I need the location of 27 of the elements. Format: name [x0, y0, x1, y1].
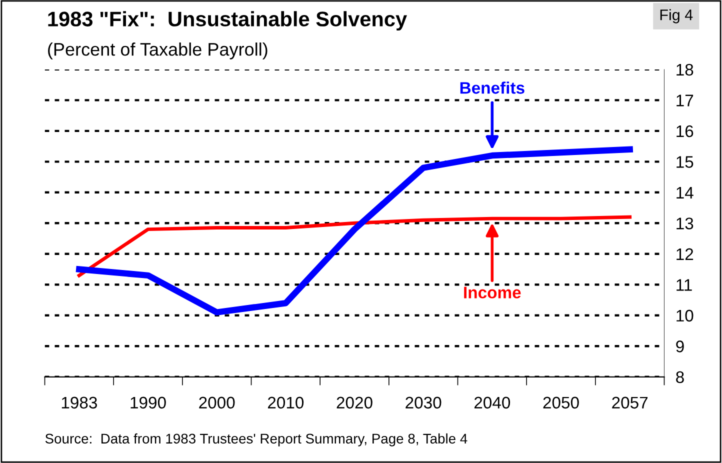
x-tick-label: 2020: [336, 396, 372, 409]
y-tick-label: 15: [676, 156, 694, 168]
y-tick-label: 8: [676, 371, 684, 384]
x-tick-label: 2030: [406, 396, 442, 409]
line-series: [77, 215, 632, 278]
y-tick-label: 16: [676, 125, 694, 138]
y-tick-label: 17: [676, 94, 694, 106]
x-tick-label: 1990: [130, 396, 166, 409]
y-tick-label: 13: [676, 218, 694, 230]
y-tick-label: 11: [676, 279, 692, 291]
y-tick-label: 10: [676, 310, 694, 322]
chart-subtitle: (Percent of Taxable Payroll): [48, 42, 268, 60]
caption: Fig 4: [660, 9, 693, 24]
y-tick-label: 12: [676, 248, 694, 260]
x-tick-label: 1983: [62, 396, 97, 409]
annotation: Benefits: [460, 82, 524, 94]
x-tick-label: 2057: [612, 396, 648, 409]
x-tick-label: 2050: [543, 396, 579, 409]
x-tick-label: 2000: [199, 396, 235, 409]
annotation: Income: [464, 286, 521, 298]
y-tick-label: 14: [676, 186, 694, 198]
source-note: Source: Data from 1983 Trustees' Report Summary, Page 8, Table 4: [45, 433, 468, 446]
x-tick-label: 2010: [268, 396, 304, 409]
y-tick-label: 18: [676, 64, 694, 76]
chart-title: 1983 "Fix": Unsustainable Solvency: [48, 11, 407, 31]
y-tick-label: 9: [676, 340, 684, 352]
x-tick-label: 2040: [474, 396, 510, 409]
